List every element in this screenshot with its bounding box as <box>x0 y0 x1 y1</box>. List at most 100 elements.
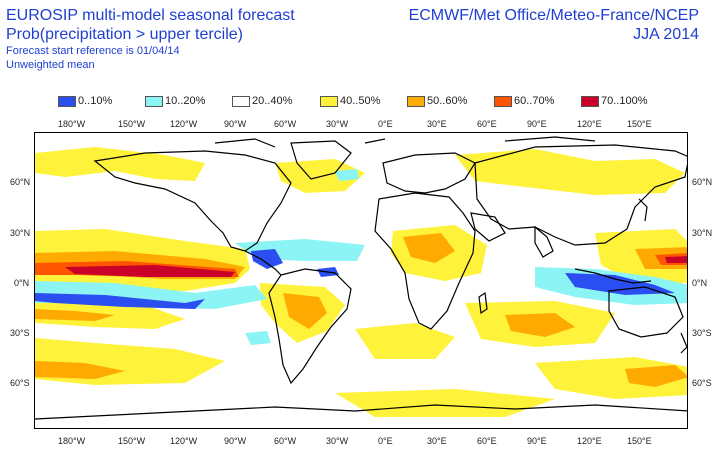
legend-swatch-3 <box>320 95 338 107</box>
forecast-start-reference: Forecast start reference is 01/04/14 <box>6 45 180 57</box>
legend-item-2: 20..40% <box>232 94 292 108</box>
legend-swatch-1 <box>145 95 163 107</box>
map-subtitle: Prob(precipitation > upper tercile) <box>6 26 244 43</box>
band-yellow-south-atlantic <box>355 323 455 359</box>
coast-australia <box>608 286 684 338</box>
lon-label-bottom-3: 90°W <box>224 436 247 446</box>
map-title: EUROSIP multi-model seasonal forecast <box>6 7 295 24</box>
band-darkred-pacific <box>65 265 235 277</box>
coast-madagascar <box>478 291 488 315</box>
legend-label-6: 70..100% <box>601 95 648 107</box>
lon-label-bottom-7: 30°E <box>427 436 447 446</box>
coast-central-america <box>244 250 282 276</box>
lat-label-right-0: 60°N <box>692 177 713 187</box>
coast-india <box>534 225 554 258</box>
legend-item-3: 40..50% <box>320 94 380 108</box>
band-blue-maritime <box>565 273 675 295</box>
band-orange-se-pacific <box>625 365 687 387</box>
legend-item-1: 10..20% <box>145 94 205 108</box>
probability-map <box>35 136 687 420</box>
map-frame <box>34 132 688 429</box>
lon-label-top-8: 60°E <box>477 119 497 129</box>
lat-label-right-1: 30°N <box>692 228 713 238</box>
coast-asia <box>474 144 687 246</box>
legend-label-1: 10..20% <box>165 95 206 107</box>
legend-item-4: 50..60% <box>407 94 467 108</box>
header-left: EUROSIP multi-model seasonal forecast Pr… <box>6 6 295 72</box>
coastlines <box>35 136 687 420</box>
lon-label-top-6: 0°E <box>378 119 393 129</box>
lon-label-bottom-6: 0°E <box>378 436 393 446</box>
legend-swatch-6 <box>581 95 599 107</box>
coast-indonesia <box>574 268 652 284</box>
band-orange-pacific-south <box>35 309 115 321</box>
band-yellow-asia-north <box>455 149 685 195</box>
legend-swatch-4 <box>407 95 425 107</box>
legend-label-3: 40..50% <box>340 95 381 107</box>
coast-arabia <box>470 212 506 242</box>
band-darkred-east-pacific <box>665 256 687 263</box>
band-cyan-small-1 <box>245 331 271 345</box>
coast-europe <box>382 152 476 194</box>
lon-label-top-11: 150°E <box>627 119 652 129</box>
lat-label-left-2: 0°N <box>14 278 30 288</box>
legend-label-2: 20..40% <box>252 95 293 107</box>
coast-south-america <box>268 268 352 385</box>
band-yellow-antarctic-edge <box>335 389 555 417</box>
mean-type: Unweighted mean <box>6 59 95 71</box>
band-orange-south-america <box>283 293 327 329</box>
legend-label-5: 60..70% <box>514 95 555 107</box>
band-orange-southern-ocean <box>35 361 125 379</box>
lon-label-top-10: 120°E <box>577 119 602 129</box>
coast-north-america <box>93 150 292 252</box>
lat-label-right-4: 60°S <box>692 378 712 388</box>
band-blue-central-america <box>251 249 283 269</box>
lat-label-left-4: 60°S <box>10 378 30 388</box>
lon-label-top-5: 30°W <box>326 119 349 129</box>
lon-label-top-2: 120°W <box>170 119 198 129</box>
lon-label-bottom-0: 180°W <box>58 436 86 446</box>
lat-label-left-3: 30°S <box>10 328 30 338</box>
legend-label-4: 50..60% <box>427 95 468 107</box>
lat-label-right-3: 30°S <box>692 328 712 338</box>
lon-label-bottom-5: 30°W <box>326 436 349 446</box>
header-right: ECMWF/Met Office/Meteo-France/NCEP JJA 2… <box>409 6 699 44</box>
band-orange-africa <box>403 233 455 263</box>
lon-label-bottom-8: 60°E <box>477 436 497 446</box>
lon-label-top-0: 180°W <box>58 119 86 129</box>
lat-label-left-0: 60°N <box>10 177 31 187</box>
legend-item-6: 70..100% <box>581 94 647 108</box>
centres-label: ECMWF/Met Office/Meteo-France/NCEP <box>408 7 699 24</box>
season-label: JJA 2014 <box>633 26 699 43</box>
lon-label-bottom-4: 60°W <box>274 436 297 446</box>
coast-antarctica <box>35 404 687 420</box>
lat-label-right-2: 0°N <box>692 278 708 288</box>
lon-label-bottom-10: 120°E <box>577 436 602 446</box>
lon-label-top-3: 90°W <box>224 119 247 129</box>
band-yellow-southern-ocean-west <box>35 338 225 385</box>
lon-label-top-1: 150°W <box>118 119 146 129</box>
legend-label-0: 0..10% <box>78 95 113 107</box>
coast-africa <box>374 192 476 330</box>
lon-label-bottom-9: 90°E <box>527 436 547 446</box>
coast-new-zealand <box>680 332 687 354</box>
lon-label-bottom-2: 120°W <box>170 436 198 446</box>
probability-fill <box>35 147 687 417</box>
legend-item-0: 0..10% <box>58 94 112 108</box>
band-blue-pacific <box>35 293 205 309</box>
lon-label-top-9: 90°E <box>527 119 547 129</box>
band-orange-indian <box>505 313 575 337</box>
legend-item-5: 60..70% <box>494 94 554 108</box>
band-yellow-atlantic-central <box>275 159 365 193</box>
lon-label-bottom-11: 150°E <box>627 436 652 446</box>
band-yellow-north-pacific <box>35 147 205 181</box>
lon-label-top-7: 30°E <box>427 119 447 129</box>
legend-swatch-0 <box>58 95 76 107</box>
coast-arctic-islands <box>214 136 596 148</box>
legend-swatch-2 <box>232 95 250 107</box>
coast-greenland <box>290 140 352 180</box>
lon-label-top-4: 60°W <box>274 119 297 129</box>
lon-label-bottom-1: 150°W <box>118 436 146 446</box>
lat-label-left-1: 30°N <box>10 228 31 238</box>
band-cyan-small-2 <box>335 169 359 181</box>
